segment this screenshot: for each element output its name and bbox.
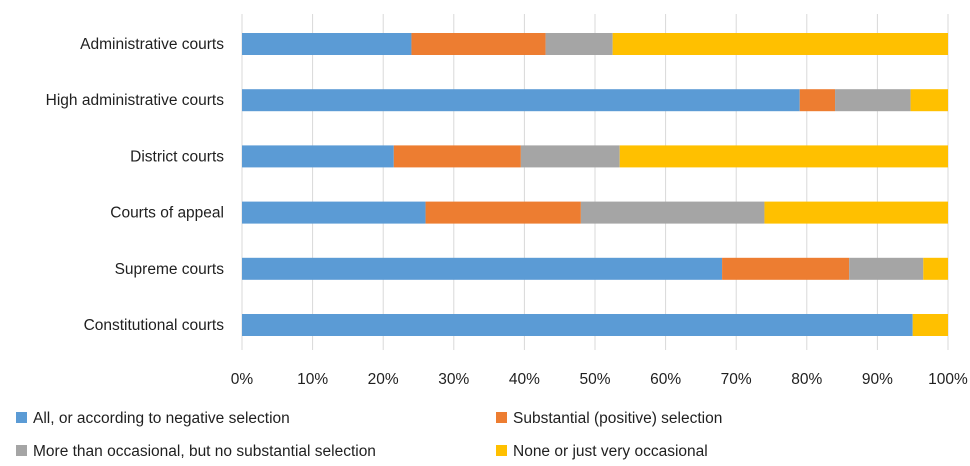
x-tick-label: 40% bbox=[509, 371, 540, 388]
category-label: Courts of appeal bbox=[110, 205, 224, 222]
bar-segment bbox=[612, 33, 948, 55]
bar-segment bbox=[242, 33, 412, 55]
bar-segment bbox=[411, 33, 546, 55]
bar-segment bbox=[799, 89, 836, 112]
category-labels: Administrative courts High administrative… bbox=[46, 36, 225, 334]
bar-segment bbox=[923, 257, 948, 280]
x-tick-label: 20% bbox=[368, 371, 399, 388]
category-label: Constitutional courts bbox=[84, 317, 225, 334]
category-label: Administrative courts bbox=[80, 36, 224, 53]
legend-swatch bbox=[16, 445, 27, 456]
bar-segment bbox=[242, 145, 394, 168]
bar-segment bbox=[722, 257, 850, 280]
category-label: District courts bbox=[130, 148, 224, 165]
bar-segment bbox=[242, 257, 723, 280]
bar-segment bbox=[580, 201, 765, 224]
bar-segment bbox=[835, 89, 911, 112]
x-tick-label: 0% bbox=[231, 371, 254, 388]
bar-segment bbox=[545, 33, 613, 55]
x-tick-label: 100% bbox=[928, 371, 968, 388]
bar-segment bbox=[912, 314, 948, 336]
legend-label: All, or according to negative selection bbox=[33, 410, 290, 427]
legend-label: Substantial (positive) selection bbox=[513, 410, 722, 427]
gridlines bbox=[241, 14, 949, 350]
legend-label: More than occasional, but no substantial… bbox=[33, 443, 376, 460]
legend-swatch bbox=[496, 412, 507, 423]
legend-swatch bbox=[16, 412, 27, 423]
bar-segment bbox=[764, 201, 948, 224]
legend: All, or according to negative selection S… bbox=[16, 410, 722, 460]
legend-label: None or just very occasional bbox=[513, 443, 708, 460]
bar-segment bbox=[910, 89, 948, 112]
x-tick-label: 60% bbox=[650, 371, 681, 388]
x-tick-label: 30% bbox=[438, 371, 469, 388]
x-axis-ticks: 0% 10% 20% 30% 40% 50% 60% 70% 80% 90% 100% bbox=[231, 371, 968, 388]
bar-segment bbox=[619, 145, 948, 168]
x-tick-label: 50% bbox=[579, 371, 610, 388]
bar-segment bbox=[242, 201, 426, 224]
x-tick-label: 90% bbox=[862, 371, 893, 388]
category-label: Supreme courts bbox=[115, 261, 225, 278]
bar-segment bbox=[393, 145, 521, 168]
bar-segment bbox=[425, 201, 581, 224]
x-tick-label: 70% bbox=[721, 371, 752, 388]
x-tick-label: 80% bbox=[791, 371, 822, 388]
legend-swatch bbox=[496, 445, 507, 456]
bars bbox=[242, 33, 948, 336]
bar-segment bbox=[849, 257, 924, 280]
bar-segment bbox=[242, 89, 800, 112]
x-tick-label: 10% bbox=[297, 371, 328, 388]
bar-segment bbox=[242, 314, 913, 336]
category-label: High administrative courts bbox=[46, 92, 225, 109]
bar-segment bbox=[520, 145, 620, 168]
